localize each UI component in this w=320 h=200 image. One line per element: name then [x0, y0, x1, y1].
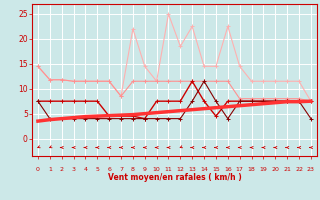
X-axis label: Vent moyen/en rafales ( km/h ): Vent moyen/en rafales ( km/h ): [108, 174, 241, 182]
